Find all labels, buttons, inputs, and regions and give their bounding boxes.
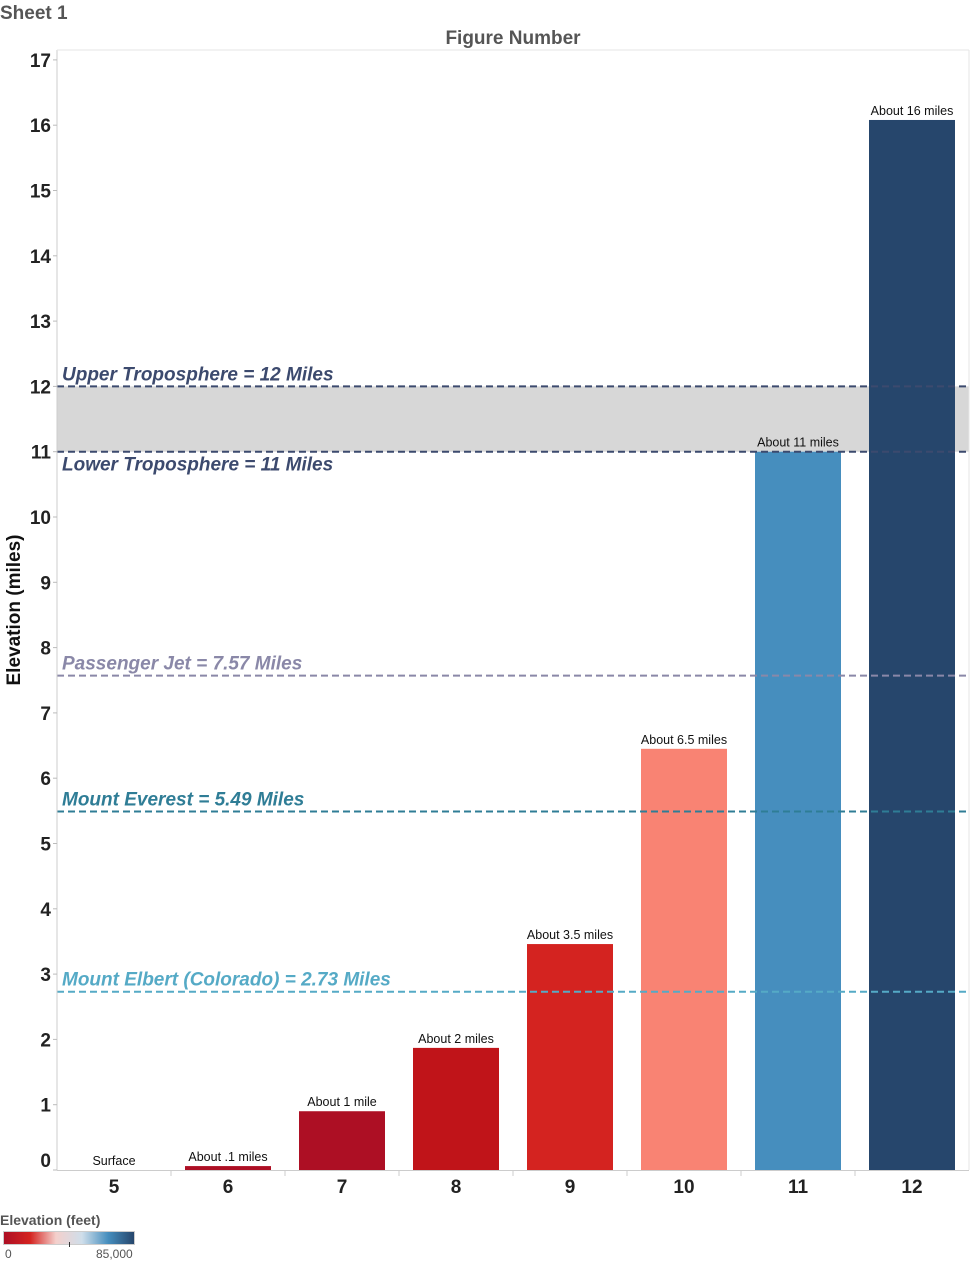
y-tick-label-9: 9 xyxy=(40,573,51,594)
y-tick-label-4: 4 xyxy=(40,900,51,921)
reference-label-3: Mount Everest = 5.49 Miles xyxy=(62,790,304,811)
y-tick-label-17: 17 xyxy=(30,51,51,72)
x-tick-label-5: 5 xyxy=(109,1177,120,1198)
data-label-figure-6: About .1 miles xyxy=(188,1150,267,1164)
data-label-figure-7: About 1 mile xyxy=(307,1095,377,1109)
reference-label-1: Lower Troposphere = 11 Miles xyxy=(62,455,333,476)
y-tick-label-0: 0 xyxy=(40,1151,51,1172)
data-label-figure-5: Surface xyxy=(92,1154,135,1168)
color-legend-tick xyxy=(69,1242,70,1247)
reference-label-2: Passenger Jet = 7.57 Miles xyxy=(62,654,302,675)
color-legend-title: Elevation (feet) xyxy=(0,1212,101,1228)
bar-figure-6 xyxy=(185,1166,271,1170)
reference-label-0: Upper Troposphere = 12 Miles xyxy=(62,364,334,385)
bar-figure-10 xyxy=(641,748,727,1170)
y-tick-label-5: 5 xyxy=(40,835,51,856)
y-tick-label-14: 14 xyxy=(30,247,52,268)
data-label-figure-10: About 6.5 miles xyxy=(641,733,727,747)
y-tick-label-1: 1 xyxy=(40,1096,51,1117)
y-axis-label: Elevation (miles) xyxy=(4,535,25,686)
y-tick-label-2: 2 xyxy=(40,1030,51,1051)
x-tick-label-10: 10 xyxy=(673,1177,694,1198)
reference-label-4: Mount Elbert (Colorado) = 2.73 Miles xyxy=(62,970,391,991)
data-label-figure-8: About 2 miles xyxy=(418,1032,494,1046)
data-label-figure-12: About 16 miles xyxy=(871,104,954,118)
x-tick-label-11: 11 xyxy=(788,1177,809,1198)
y-tick-label-13: 13 xyxy=(30,312,51,333)
x-tick-label-9: 9 xyxy=(565,1177,576,1198)
y-tick-label-8: 8 xyxy=(40,639,51,660)
y-tick-label-10: 10 xyxy=(30,508,51,529)
column-header-title: Figure Number xyxy=(445,28,581,49)
y-tick-label-16: 16 xyxy=(30,116,51,137)
y-tick-label-6: 6 xyxy=(40,769,51,790)
data-label-figure-9: About 3.5 miles xyxy=(527,928,613,942)
y-tick-label-3: 3 xyxy=(40,965,51,986)
sheet-title: Sheet 1 xyxy=(0,3,68,24)
x-tick-label-8: 8 xyxy=(451,1177,462,1198)
color-legend-max: 85,000 xyxy=(96,1247,133,1261)
bar-figure-7 xyxy=(299,1111,385,1170)
x-tick-label-7: 7 xyxy=(337,1177,348,1198)
bar-figure-12 xyxy=(869,119,955,1171)
data-label-figure-11: About 11 miles xyxy=(757,436,839,450)
x-tick-label-6: 6 xyxy=(223,1177,234,1198)
y-tick-label-12: 12 xyxy=(30,377,51,398)
bar-figure-9 xyxy=(527,944,613,1170)
y-tick-label-7: 7 xyxy=(40,704,51,725)
y-tick-label-11: 11 xyxy=(31,443,52,464)
bar-figure-8 xyxy=(413,1047,499,1170)
color-legend-min: 0 xyxy=(5,1247,12,1261)
x-tick-label-12: 12 xyxy=(901,1177,922,1198)
y-tick-label-15: 15 xyxy=(30,182,52,203)
troposphere-band xyxy=(57,386,969,452)
